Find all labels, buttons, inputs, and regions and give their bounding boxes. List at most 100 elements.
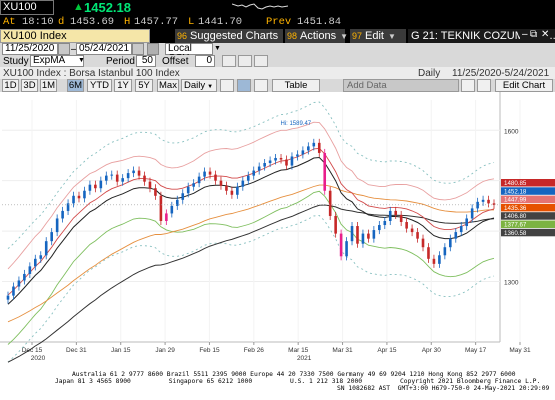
- close-icon[interactable]: ✕: [541, 29, 550, 40]
- year-label: 2020: [31, 355, 46, 362]
- actions-button[interactable]: 98 Actions ▼: [285, 29, 349, 43]
- end-calendar-icon[interactable]: [132, 43, 144, 55]
- edit-label: Edit: [365, 30, 384, 42]
- symbol-label: XU100: [3, 1, 37, 13]
- symbol-field[interactable]: [0, 0, 54, 15]
- range-6m-button[interactable]: 6M: [67, 79, 84, 92]
- candle-body: [6, 295, 10, 300]
- range-ytd-button[interactable]: YTD: [87, 79, 112, 92]
- range-3d-button[interactable]: 3D: [21, 79, 38, 92]
- period-field[interactable]: 50: [136, 55, 156, 67]
- x-tick-label: Dec 15: [22, 347, 43, 354]
- edit-chart-button[interactable]: Edit Chart: [495, 79, 553, 92]
- candle-body: [208, 171, 212, 175]
- candle-body: [83, 190, 86, 199]
- candle-body: [219, 180, 223, 186]
- open-value: 1453.69: [70, 16, 115, 28]
- price-label-box: [501, 212, 555, 220]
- candle-body: [459, 226, 463, 233]
- candle-body: [410, 228, 414, 233]
- x-tick-label: Apr 15: [377, 347, 397, 354]
- candle-body: [263, 163, 266, 167]
- candle-body: [115, 174, 119, 182]
- study-select[interactable]: ExpMA: [30, 55, 84, 67]
- line-type-icon[interactable]: [254, 79, 268, 92]
- edit-button[interactable]: 97 Edit ▼: [350, 29, 406, 43]
- offset-field[interactable]: 0: [195, 55, 215, 67]
- range-1y-button[interactable]: 1Y: [114, 79, 132, 92]
- candle-body: [476, 201, 479, 209]
- long-ema-line: [7, 204, 495, 363]
- candle-type-icon[interactable]: [220, 79, 234, 92]
- candle-body: [405, 222, 408, 229]
- currency-select[interactable]: Local CCY: [165, 43, 213, 64]
- candle-body: [492, 203, 496, 205]
- range-1d-button[interactable]: 1D: [2, 79, 19, 92]
- candle-body: [388, 210, 392, 221]
- range-1m-button[interactable]: 1M: [40, 79, 57, 92]
- period-label: Period: [106, 56, 135, 67]
- currency-dropdown-icon[interactable]: ▼: [214, 45, 221, 52]
- candle-body: [165, 213, 168, 221]
- candle-body: [214, 174, 217, 181]
- candle-body: [34, 258, 37, 267]
- bar-type-icon[interactable]: [237, 79, 251, 92]
- start-calendar-icon[interactable]: [58, 43, 70, 55]
- candle-body: [175, 199, 179, 206]
- candle-body: [416, 232, 419, 239]
- range-label: 11/25/2020-5/24/2021: [452, 68, 550, 79]
- end-date-field[interactable]: 05/24/2021: [76, 43, 132, 55]
- range-max-button[interactable]: Max: [157, 79, 179, 92]
- candle-body: [186, 186, 190, 194]
- frequency-dropdown-icon: ▼: [207, 84, 214, 90]
- settings-icon[interactable]: [477, 79, 491, 92]
- candle-body: [487, 199, 490, 204]
- quote-time: 18:10: [22, 16, 54, 28]
- minimize-icon[interactable]: –: [522, 29, 528, 40]
- color-picker-icon[interactable]: [238, 55, 252, 67]
- candle-body: [399, 214, 403, 223]
- start-date-field[interactable]: 11/25/2020: [2, 43, 58, 55]
- frequency-select[interactable]: Daily ▼: [181, 79, 217, 92]
- chart-title-tab[interactable]: G 21: TEKNIK COZUMLEM...: [408, 29, 555, 43]
- security-input[interactable]: XU100 Index: [0, 29, 150, 43]
- table-button[interactable]: Table: [272, 79, 320, 92]
- footer-line-3: SN 1082682 AST GMT+3:00 H679-750-0 24-Ma…: [337, 385, 550, 392]
- actions-dropdown-icon: ▼: [340, 32, 349, 41]
- candle-body: [296, 154, 299, 157]
- x-tick-label: Dec 31: [66, 347, 87, 354]
- price-label-box: [501, 187, 555, 195]
- line-style-icon[interactable]: [222, 55, 236, 67]
- candle-body: [361, 233, 365, 244]
- candle-body: [61, 210, 64, 219]
- candle-body: [181, 193, 185, 200]
- price-label: 1480.85: [504, 180, 527, 187]
- open-label: d: [58, 16, 65, 28]
- candle-body: [290, 156, 294, 166]
- short-ema-line: [7, 156, 495, 305]
- study-dropdown-icon[interactable]: ▼: [78, 57, 85, 64]
- lower-dotted-band: [7, 215, 495, 363]
- candle-body: [55, 218, 59, 233]
- zoom-icon[interactable]: [461, 79, 475, 92]
- candle-body: [121, 178, 124, 182]
- candle-body: [44, 241, 48, 256]
- candle-body: [72, 195, 75, 204]
- date-options-icon[interactable]: [147, 43, 159, 55]
- candle-body: [28, 266, 32, 274]
- range-5y-button[interactable]: 5Y: [135, 79, 153, 92]
- suggested-charts-button[interactable]: 96 Suggested Charts: [175, 29, 283, 43]
- range-button-bar: 1D 3D 1M 6M YTD 1Y 5Y Max Daily ▼ Table A…: [0, 79, 555, 92]
- candle-body: [94, 184, 97, 189]
- candle-body: [170, 205, 174, 214]
- upper-dotted-band: [7, 101, 495, 250]
- candle-body: [159, 195, 163, 221]
- add-data-field[interactable]: Add Data: [343, 79, 459, 92]
- candle-body: [154, 188, 157, 196]
- add-study-icon[interactable]: [254, 55, 268, 67]
- candle-body: [323, 152, 327, 191]
- restore-icon[interactable]: ⧉: [530, 29, 538, 40]
- price-label-box: [501, 228, 555, 237]
